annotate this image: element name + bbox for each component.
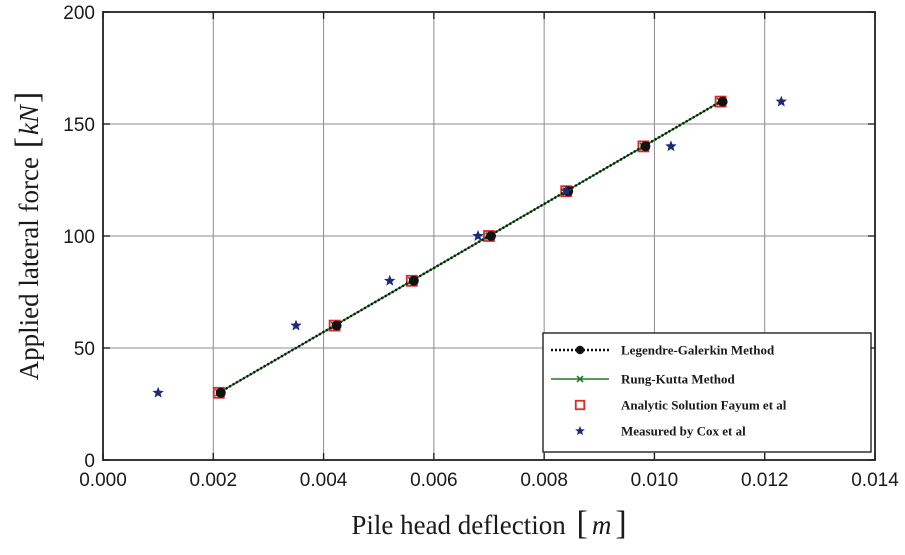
tick-marks [102,11,876,461]
legend-label: Measured by Cox et al [621,424,746,439]
legend-item: Measured by Cox et al [575,424,746,439]
x-tick-label: 0.002 [190,470,238,491]
x-axis-unit-close-bracket: ] [615,505,626,542]
y-tick-labels: 0 50 100 150 200 [63,3,95,472]
x-tick-label: 0.014 [851,470,899,491]
series-0-point [486,231,496,241]
y-axis-label-text: Applied lateral force [14,157,44,380]
legend-marker [574,399,586,411]
legend-marker [575,425,585,436]
x-tick-label: 0.008 [520,470,568,491]
y-tick-label: 150 [63,115,95,136]
y-axis-unit: kN [14,103,44,135]
series-0-point [717,96,728,107]
x-axis-unit: m [592,510,612,540]
x-tick-labels: 0.000 0.002 0.004 0.006 0.008 0.010 0.012 0.014 [79,470,899,491]
y-axis-unit-open-bracket: [ [9,137,46,148]
x-tick-label: 0.010 [631,470,679,491]
legend-marker [575,345,585,355]
x-tick-label: 0.004 [300,470,348,491]
series-3-point [152,386,164,398]
series-3-point [665,140,677,152]
series-3-point [384,274,396,286]
series-3-point [775,95,787,107]
x-axis-label-text: Pile head deflection [351,510,566,540]
legend-marker [576,375,584,383]
legend-label: Rung-Kutta Method [621,372,736,387]
x-tick-label: 0.012 [741,470,789,491]
legend: Legendre-Galerkin Method Rung-Kutta Metho… [542,332,872,453]
series-3-point [472,230,484,241]
legend-item: Legendre-Galerkin Method [551,343,775,358]
series-3 [152,95,787,398]
y-tick-label: 200 [63,3,95,24]
legend-marker-stroke [576,375,584,383]
legend-label: Analytic Solution Fayum et al [621,398,787,413]
x-axis-unit-open-bracket: [ [577,505,588,542]
legend-label: Legendre-Galerkin Method [621,343,775,358]
legend-item: Rung-Kutta Method [551,372,736,387]
y-axis-unit-close-bracket: ] [9,92,46,103]
y-tick-label: 100 [63,227,95,248]
series-3-point [560,185,572,197]
y-tick-label: 50 [74,339,95,360]
series-0-point [215,387,226,398]
series-0-point [640,141,651,152]
legend-item: Analytic Solution Fayum et al [574,398,787,413]
y-tick-label: 0 [84,451,95,472]
series-0-point [331,320,342,331]
x-axis-label: Pile head deflection [m] [351,505,626,542]
legend-box [542,332,872,453]
series-3-point [290,319,302,331]
series-layer [152,95,787,399]
x-tick-label: 0.006 [410,470,458,491]
y-axis-label: Applied lateral force [ kN] [9,92,46,381]
series-0-point [408,275,419,286]
grid [103,12,875,460]
x-tick-label: 0.000 [79,470,127,491]
